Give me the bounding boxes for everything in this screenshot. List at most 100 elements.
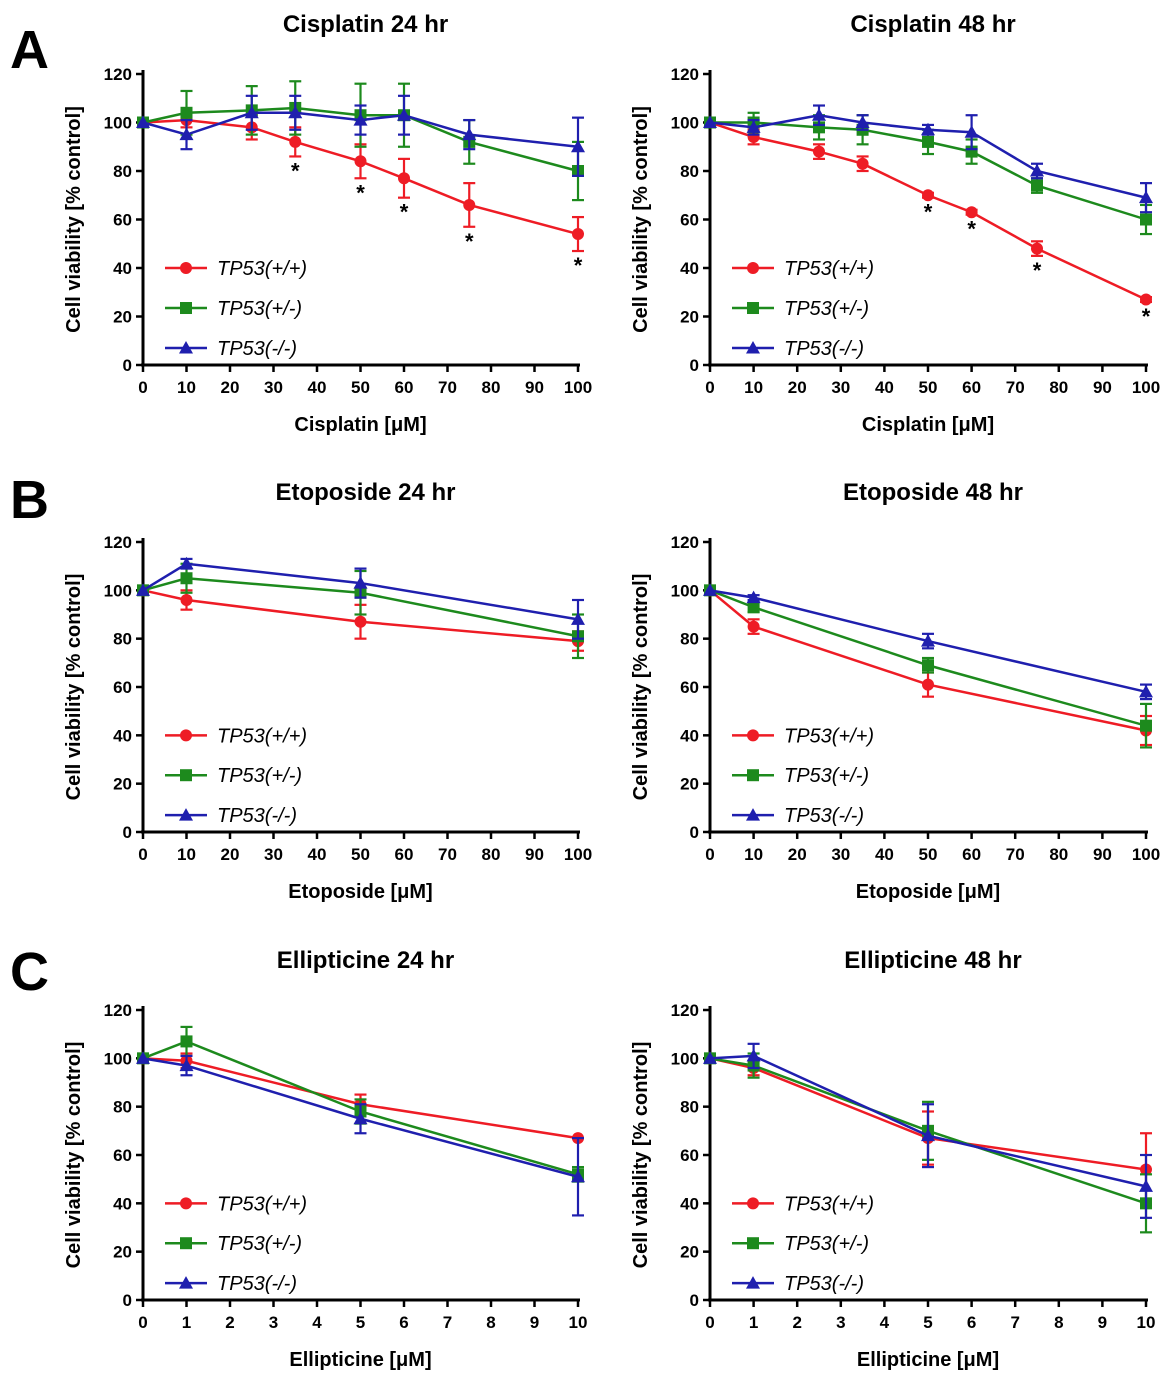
y-tick-label: 120 [671, 1001, 699, 1020]
x-tick-label: 20 [221, 845, 240, 864]
x-axis-label: Etoposide [μM] [856, 881, 1000, 903]
y-axis-label: Cell viability [% control] [630, 574, 652, 801]
data-point [354, 155, 367, 168]
data-point [1030, 164, 1044, 177]
series-line [142, 562, 579, 621]
data-point [747, 620, 760, 633]
series-TP53(-/-) [703, 1042, 1153, 1219]
x-tick-label: 10 [569, 1313, 588, 1332]
legend: TP53(+/+) TP53(+/-) TP53(-/-) [165, 1193, 307, 1295]
data-point [354, 615, 367, 628]
x-tick-label: 60 [962, 378, 981, 397]
x-tick-label: 90 [1093, 378, 1112, 397]
x-tick-label: 7 [1010, 1313, 1019, 1332]
x-tick-label: 6 [399, 1313, 408, 1332]
data-point [922, 135, 934, 148]
data-point [353, 1111, 368, 1125]
data-point [180, 572, 193, 585]
x-tick-label: 9 [1098, 1313, 1107, 1332]
significance-marker: * [574, 253, 583, 278]
x-tick-label: 30 [264, 845, 283, 864]
x-tick-label: 40 [875, 378, 894, 397]
x-tick-label: 30 [831, 378, 850, 397]
legend-marker [180, 1197, 192, 1210]
data-point [572, 228, 584, 241]
data-point [746, 1048, 761, 1062]
y-tick-label: 120 [671, 533, 699, 552]
significance-marker: * [356, 180, 365, 205]
significance-marker: * [1142, 304, 1151, 329]
y-tick-label: 40 [680, 259, 699, 278]
x-axis-label: Etoposide [μM] [288, 881, 432, 903]
legend-label: TP53(-/-) [217, 805, 297, 827]
y-tick-label: 0 [690, 1291, 699, 1310]
data-point [462, 127, 477, 141]
data-point [397, 108, 411, 121]
x-tick-label: 2 [792, 1313, 801, 1332]
legend-label: TP53(-/-) [784, 1273, 864, 1295]
x-tick-label: 1 [749, 1313, 758, 1332]
series-line [709, 589, 1147, 727]
y-axis-label: Cell viability [% control] [63, 106, 85, 333]
data-point [179, 127, 194, 141]
significance-marker: * [967, 217, 976, 242]
x-tick-label: 40 [308, 378, 327, 397]
chart-6: Ellipticine 48 hr 0 20 40 60 80 100 120 0 1 2 3 4 5 6 7… [630, 947, 1155, 1371]
legend-label: TP53(+/+) [784, 725, 874, 747]
legend-marker [747, 1237, 759, 1250]
data-point [1031, 179, 1043, 192]
legend-marker [180, 302, 192, 315]
x-tick-label: 10 [744, 845, 763, 864]
legend-marker [180, 262, 192, 274]
data-point [571, 1169, 585, 1183]
y-tick-label: 20 [113, 775, 132, 794]
y-tick-label: 60 [680, 211, 699, 230]
y-tick-label: 40 [680, 1194, 699, 1213]
x-tick-label: 20 [788, 378, 807, 397]
legend-label: TP53(+/+) [217, 725, 307, 747]
x-tick-label: 100 [1132, 845, 1160, 864]
x-tick-label: 0 [138, 845, 147, 864]
legend-marker [746, 341, 760, 354]
significance-marker: * [465, 229, 474, 254]
x-tick-label: 30 [264, 378, 283, 397]
y-tick-label: 120 [104, 65, 132, 84]
y-tick-label: 80 [680, 162, 699, 181]
series-line [709, 113, 1147, 199]
series-TP53(-/-) [136, 94, 585, 177]
data-point [244, 105, 259, 119]
series-TP53(+/-) [704, 584, 1152, 749]
x-tick-label: 3 [269, 1313, 278, 1332]
y-tick-label: 80 [113, 630, 132, 649]
series-line [709, 1054, 1147, 1188]
series-line [709, 121, 1147, 301]
data-point [179, 1058, 194, 1072]
x-tick-label: 40 [308, 845, 327, 864]
y-tick-label: 0 [690, 356, 699, 375]
x-tick-label: 10 [744, 378, 763, 397]
y-tick-label: 20 [113, 308, 132, 327]
legend-marker [747, 769, 759, 782]
legend-label: TP53(+/-) [217, 298, 302, 320]
x-tick-label: 10 [177, 845, 196, 864]
x-tick-label: 60 [962, 845, 981, 864]
legend-label: TP53(+/-) [217, 765, 302, 787]
series-line [142, 111, 579, 148]
x-tick-label: 4 [312, 1313, 322, 1332]
y-tick-label: 100 [104, 114, 132, 133]
legend: TP53(+/+) TP53(+/-) TP53(-/-) [165, 725, 307, 827]
y-tick-label: 20 [680, 1243, 699, 1262]
x-tick-label: 4 [880, 1313, 890, 1332]
x-tick-label: 70 [438, 845, 457, 864]
legend-marker [747, 1197, 759, 1210]
x-tick-label: 70 [438, 378, 457, 397]
chart-title: Cisplatin 48 hr [850, 11, 1015, 38]
legend-marker [179, 1276, 193, 1289]
chart-5: Ellipticine 24 hr 0 20 40 60 80 100 120 0 1 2 3 4 5 6 7… [63, 947, 587, 1371]
y-axis-label: Cell viability [% control] [63, 1042, 85, 1269]
x-tick-label: 20 [221, 378, 240, 397]
data-point [289, 135, 302, 148]
x-tick-label: 70 [1006, 378, 1025, 397]
data-point [180, 1035, 193, 1048]
